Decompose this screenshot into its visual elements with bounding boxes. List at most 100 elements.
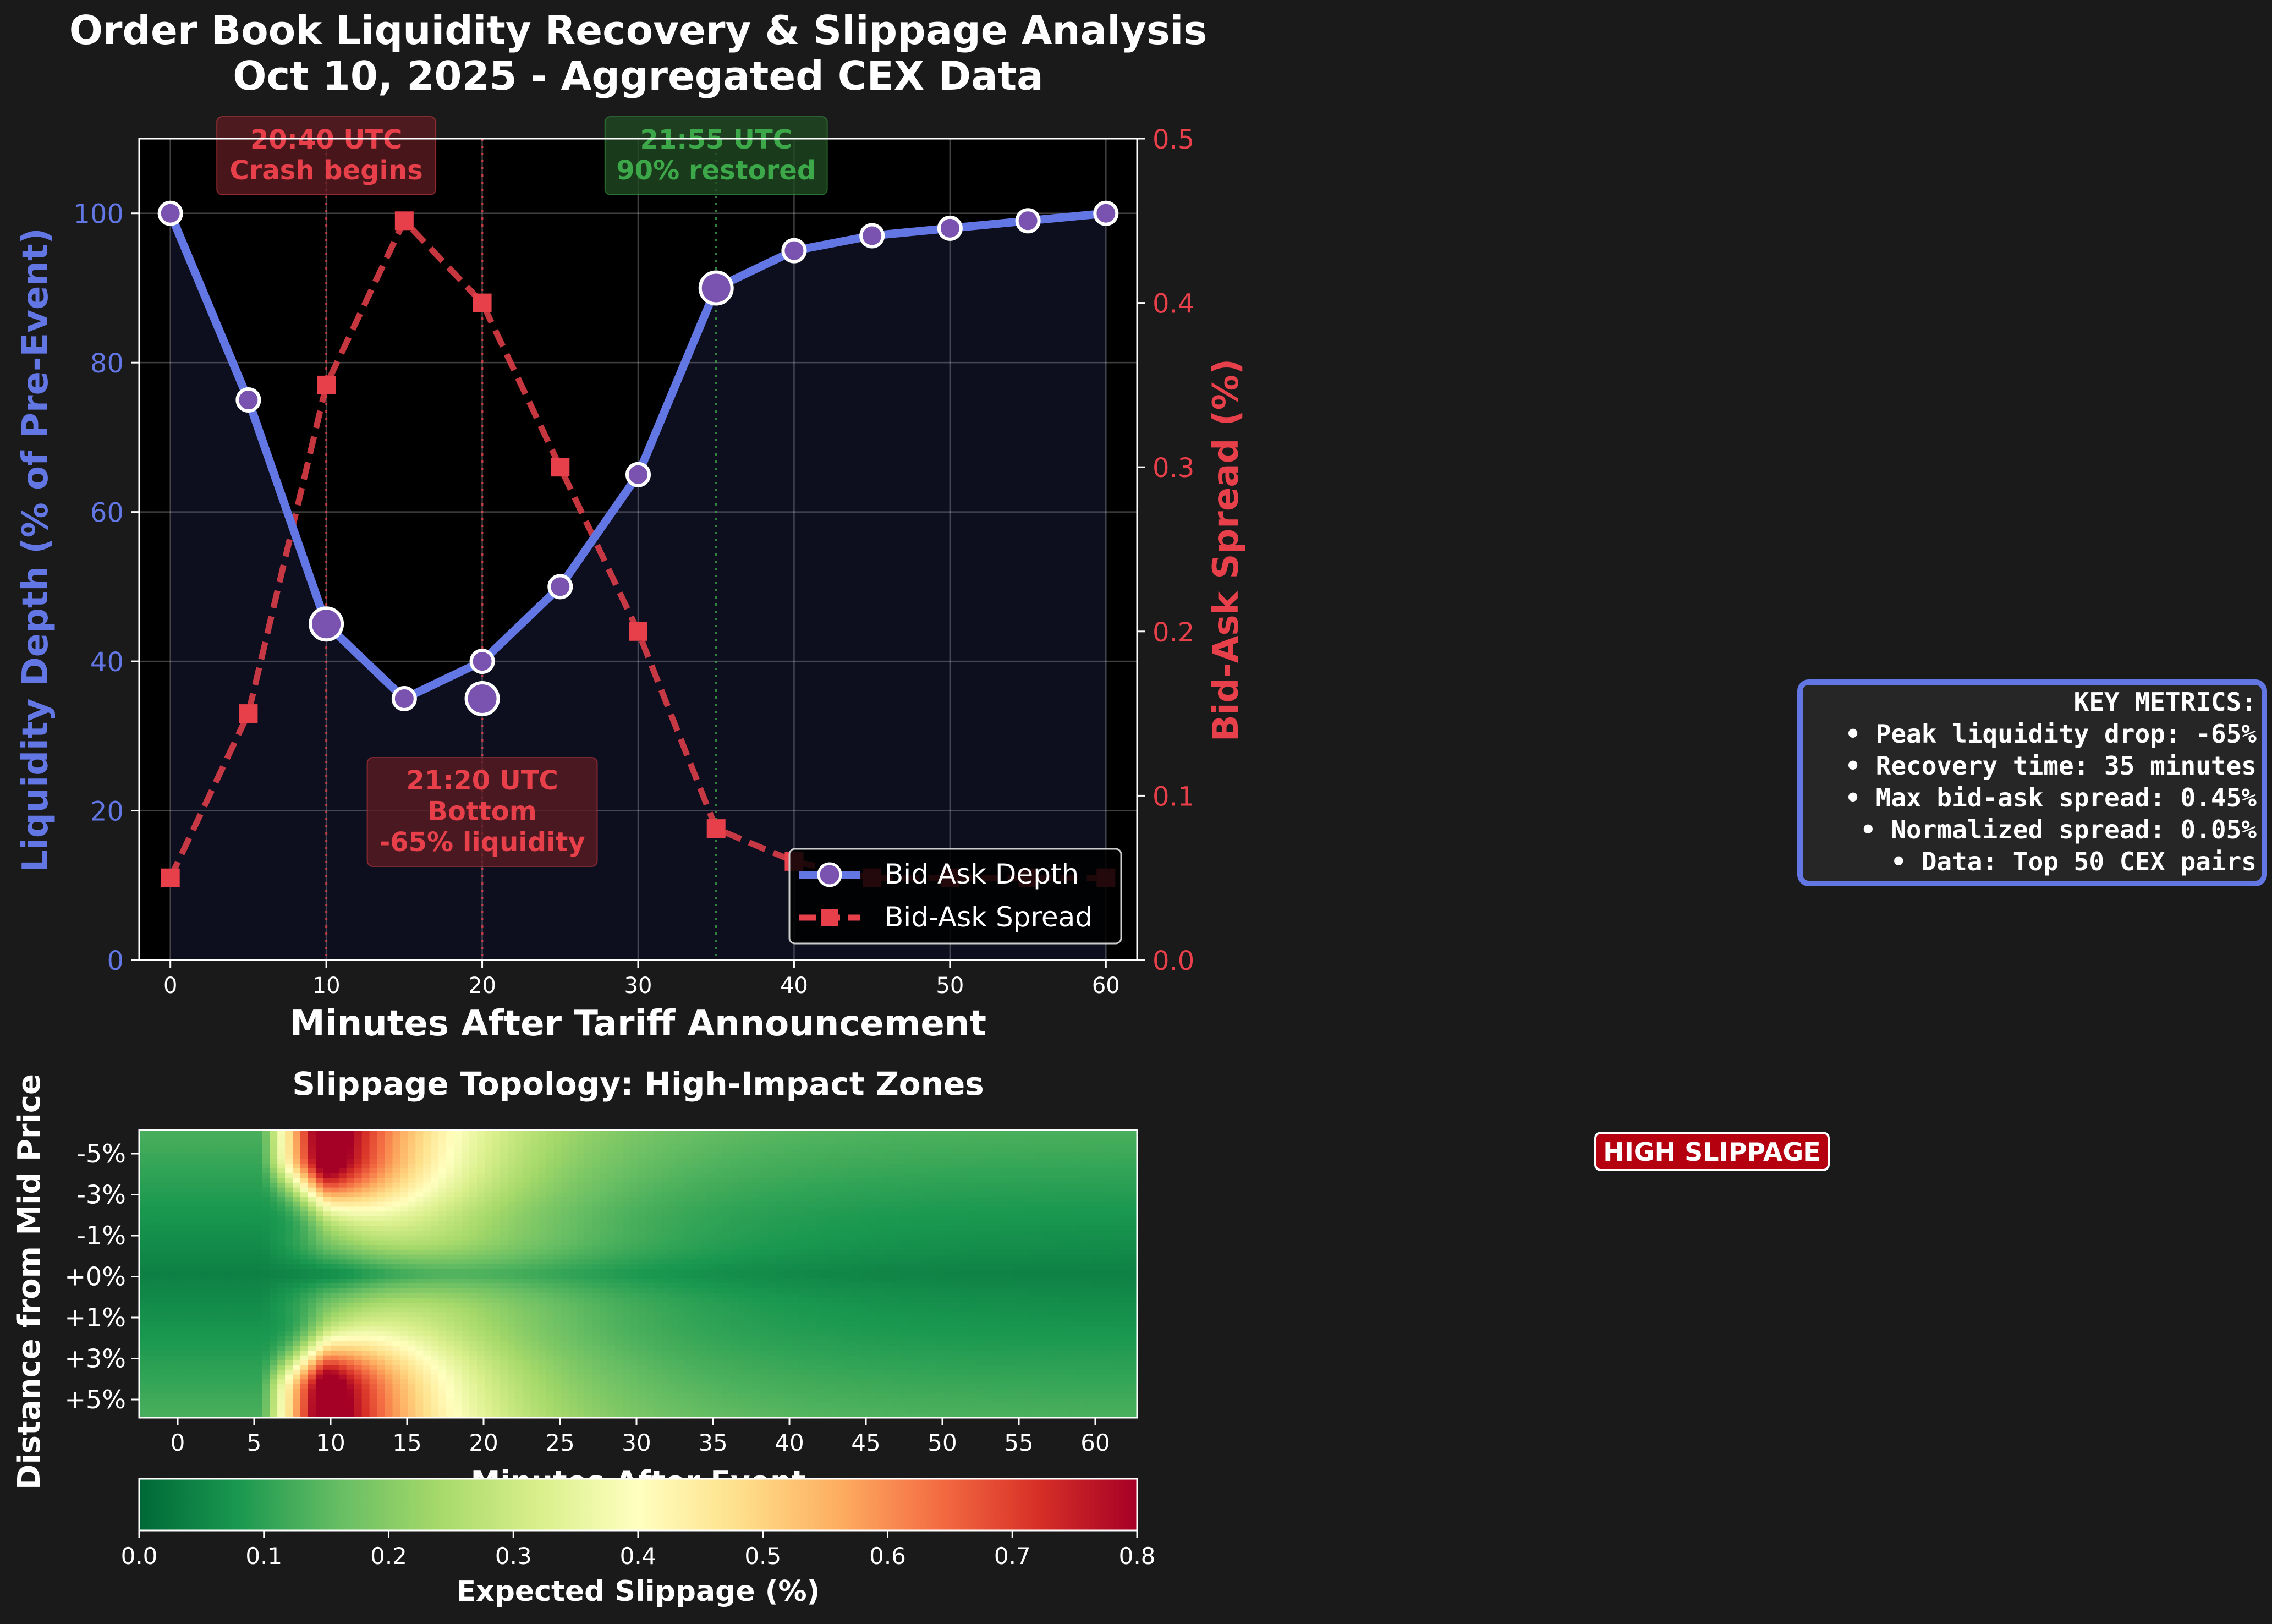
heatmap-cell — [146, 1216, 155, 1222]
heatmap-cell — [722, 1178, 731, 1183]
heatmap-cell — [239, 1384, 248, 1390]
heatmap-cell — [653, 1355, 662, 1361]
heatmap-cell — [668, 1346, 677, 1351]
heatmap-cell — [385, 1192, 393, 1198]
heatmap-cell — [699, 1350, 708, 1356]
heatmap-cell — [469, 1168, 478, 1174]
heatmap-cell — [193, 1350, 201, 1356]
heatmap-cell — [223, 1216, 232, 1222]
heatmap-cell — [607, 1211, 616, 1217]
heatmap-cell — [262, 1134, 271, 1140]
heatmap-cell — [185, 1139, 194, 1145]
heatmap-cell — [246, 1384, 255, 1390]
heatmap-cell — [722, 1321, 731, 1327]
heatmap-cell — [492, 1211, 501, 1217]
heatmap-cell — [653, 1312, 662, 1318]
heatmap-cell — [423, 1398, 432, 1404]
heatmap-cell — [193, 1321, 201, 1327]
heatmap-cell — [277, 1283, 286, 1289]
heatmap-cell — [346, 1164, 355, 1169]
heatmap-cell — [331, 1231, 339, 1236]
heatmap-cell — [154, 1245, 163, 1250]
heatmap-cell — [469, 1346, 478, 1351]
heatmap-cell — [553, 1274, 562, 1280]
heatmap-cell — [185, 1240, 194, 1246]
heatmap-cell — [423, 1331, 432, 1337]
heatmap-cell — [469, 1369, 478, 1375]
heatmap-cell — [392, 1192, 401, 1198]
heatmap-cell — [653, 1336, 662, 1342]
heatmap-cell — [492, 1326, 501, 1332]
heatmap-cell — [668, 1360, 677, 1365]
heatmap-cell — [538, 1216, 547, 1222]
heatmap-cell — [208, 1283, 217, 1289]
heatmap-cell — [177, 1374, 186, 1380]
heatmap-cell — [431, 1312, 439, 1318]
heatmap-cell — [277, 1235, 286, 1241]
heatmap-cell — [308, 1245, 316, 1250]
heatmap-cell — [246, 1173, 255, 1178]
heatmap-cell — [431, 1259, 439, 1265]
heatmap-cell — [707, 1187, 716, 1193]
heatmap-cell — [676, 1187, 685, 1193]
heatmap-cell — [722, 1226, 731, 1231]
heatmap-cell — [668, 1336, 677, 1342]
heatmap-cell — [239, 1298, 248, 1303]
heatmap-cell — [262, 1216, 271, 1222]
heatmap-cell — [538, 1288, 547, 1294]
heatmap-cell — [369, 1274, 378, 1280]
heatmap-cell — [638, 1346, 646, 1351]
heatmap-cell — [154, 1403, 163, 1409]
heatmap-cell — [392, 1393, 401, 1399]
heatmap-cell — [553, 1393, 562, 1399]
heatmap-cell — [476, 1134, 485, 1140]
heatmap-cell — [262, 1331, 271, 1337]
heatmap-cell — [415, 1130, 424, 1135]
heatmap-cell — [623, 1283, 631, 1289]
heatmap-cell — [369, 1164, 378, 1169]
heatmap-cell — [346, 1264, 355, 1270]
heatmap-cell — [592, 1173, 601, 1178]
heatmap-cell — [630, 1226, 639, 1231]
heatmap-cell — [676, 1312, 685, 1318]
heatmap-cell — [715, 1274, 723, 1280]
heatmap-cell — [270, 1249, 278, 1255]
heatmap-cell — [653, 1164, 662, 1169]
heatmap-cell — [300, 1408, 309, 1414]
heatmap-cell — [354, 1369, 363, 1375]
heatmap-cell — [462, 1398, 470, 1404]
heatmap-cell — [515, 1154, 524, 1160]
heatmap-cell — [500, 1283, 508, 1289]
heatmap-cell — [223, 1403, 232, 1409]
heatmap-cell — [177, 1293, 186, 1298]
heatmap-cell — [738, 1298, 747, 1303]
heatmap-cell — [408, 1336, 416, 1342]
heatmap-cell — [270, 1130, 278, 1135]
heatmap-cell — [239, 1192, 248, 1198]
heatmap-cell — [446, 1279, 454, 1284]
heatmap-cell — [607, 1374, 616, 1380]
heatmap-cell — [254, 1274, 263, 1280]
heatmap-cell — [600, 1336, 608, 1342]
heatmap-cell — [254, 1216, 263, 1222]
heatmap-cell — [492, 1216, 501, 1222]
heatmap-cell — [645, 1187, 654, 1193]
heatmap-cell — [338, 1216, 347, 1222]
heatmap-cell — [285, 1360, 293, 1365]
heatmap-cell — [753, 1403, 762, 1409]
heatmap-cell — [285, 1274, 293, 1280]
heatmap-cell — [208, 1154, 217, 1160]
heatmap-cell — [722, 1283, 731, 1289]
heatmap-cell — [661, 1201, 669, 1208]
heatmap-cell — [200, 1355, 209, 1361]
heatmap-cell — [308, 1408, 316, 1414]
heatmap-cell — [684, 1130, 693, 1135]
heatmap-cell — [185, 1173, 194, 1178]
heatmap-cell — [692, 1254, 700, 1260]
heatmap-cell — [515, 1168, 524, 1174]
heatmap-cell — [577, 1413, 585, 1418]
heatmap-cell — [538, 1168, 547, 1174]
heatmap-cell — [423, 1149, 432, 1155]
heatmap-cell — [623, 1312, 631, 1318]
heatmap-cell — [415, 1331, 424, 1337]
